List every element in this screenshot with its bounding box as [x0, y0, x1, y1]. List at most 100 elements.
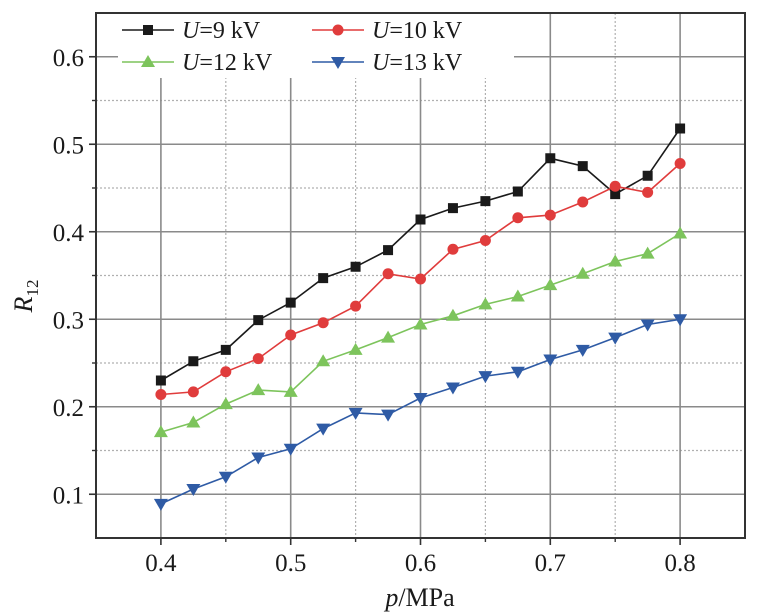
legend-label: U=12 kV: [182, 50, 273, 76]
data-point: [382, 268, 394, 280]
data-point: [577, 161, 588, 172]
y-tick-label: 0.1: [53, 482, 84, 509]
series-3: [153, 314, 688, 511]
data-point: [478, 371, 493, 384]
ticks: 0.4 0.5 0.6 0.7 0.8 0.1 0.2 0.3 0.4 0.5 0.6: [53, 45, 696, 577]
data-point: [642, 170, 653, 181]
data-point: [350, 261, 361, 272]
y-axis-label: R12: [9, 280, 42, 314]
legend-background: [118, 14, 514, 78]
data-point: [383, 245, 394, 256]
y-tick-label: 0.6: [53, 45, 84, 72]
legend-entry: U=10 kV: [312, 18, 463, 44]
series-2: [153, 226, 688, 438]
data-point: [608, 332, 623, 345]
series-1: [155, 158, 686, 400]
x-axis-label: p/MPa: [383, 583, 455, 612]
data-point: [447, 203, 458, 214]
data-point: [283, 443, 298, 456]
data-point: [318, 273, 329, 284]
x-tick-label: 0.8: [664, 550, 695, 577]
data-point: [348, 342, 363, 355]
data-point: [447, 243, 459, 255]
data-point: [251, 452, 266, 465]
data-point: [186, 484, 201, 496]
data-point: [480, 196, 491, 207]
legend-marker: [331, 57, 345, 69]
data-point: [478, 297, 493, 310]
legend-entry: U=12 kV: [122, 50, 273, 76]
data-point: [642, 186, 654, 198]
legend-label: U=10 kV: [372, 18, 463, 44]
data-point: [512, 212, 524, 224]
data-point: [543, 354, 558, 367]
data-point: [640, 319, 655, 332]
data-point: [575, 344, 590, 357]
data-point: [316, 423, 331, 436]
data-point: [348, 407, 363, 420]
x-tick-label: 0.4: [145, 550, 177, 577]
data-point: [413, 317, 428, 330]
data-point: [381, 409, 396, 422]
data-point: [155, 375, 166, 386]
y-tick-label: 0.5: [53, 132, 84, 159]
series-layer: [153, 123, 688, 511]
series-0: [155, 123, 686, 386]
data-point: [512, 186, 523, 197]
data-point: [186, 415, 201, 428]
data-point: [510, 289, 525, 302]
x-tick-label: 0.6: [405, 550, 436, 577]
data-point: [609, 180, 621, 192]
data-point: [285, 297, 296, 308]
data-point: [218, 397, 233, 410]
legend-marker: [141, 55, 155, 67]
data-point: [283, 384, 298, 397]
data-point: [317, 317, 329, 329]
data-point: [220, 344, 231, 355]
data-point: [153, 425, 168, 438]
data-point: [544, 209, 556, 221]
data-point: [510, 366, 525, 379]
data-point: [415, 273, 426, 285]
data-point: [413, 393, 428, 405]
data-point: [673, 226, 688, 239]
legend: U=9 kV U=10 kV U=12 kV U=13 kV: [118, 14, 514, 78]
x-tick-label: 0.7: [535, 550, 566, 577]
data-point: [316, 354, 331, 367]
data-point: [445, 308, 460, 321]
data-point: [675, 123, 686, 134]
data-point: [415, 214, 426, 225]
data-point: [187, 386, 199, 398]
data-point: [285, 329, 297, 341]
y-tick-label: 0.3: [53, 307, 84, 334]
data-point: [445, 382, 460, 395]
data-point: [153, 498, 168, 511]
legend-entry: U=13 kV: [312, 50, 463, 76]
data-point: [674, 158, 686, 169]
data-point: [673, 314, 688, 327]
data-point: [218, 471, 233, 484]
legend-marker: [332, 24, 344, 36]
data-point: [640, 246, 655, 259]
data-point: [350, 300, 362, 312]
x-tick-label: 0.5: [275, 550, 306, 577]
y-tick-label: 0.2: [53, 395, 84, 422]
data-point: [188, 356, 199, 367]
data-point: [220, 366, 232, 378]
data-point: [545, 153, 556, 164]
legend-entry: U=9 kV: [122, 18, 261, 44]
data-point: [543, 278, 558, 291]
legend-label: U=13 kV: [372, 50, 463, 76]
data-point: [155, 389, 167, 400]
data-point: [479, 235, 491, 246]
data-point: [253, 315, 264, 326]
legend-label: U=9 kV: [182, 18, 261, 44]
data-point: [252, 353, 264, 365]
data-point: [610, 189, 621, 200]
data-point: [575, 266, 590, 279]
legend-marker: [143, 25, 153, 35]
data-point: [608, 254, 623, 267]
data-point: [381, 330, 396, 343]
data-point: [251, 383, 266, 396]
